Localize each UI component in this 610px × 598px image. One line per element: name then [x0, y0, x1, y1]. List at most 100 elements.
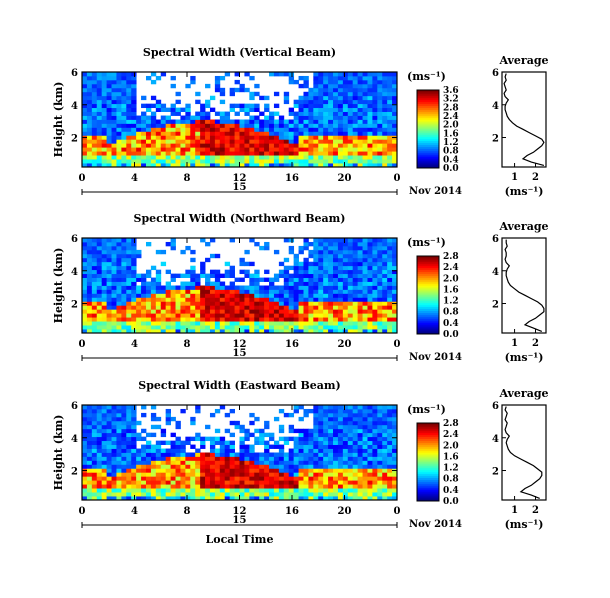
- profile-x-label: (ms⁻¹): [505, 185, 544, 198]
- panel-title: Spectral Width (Eastward Beam): [138, 379, 340, 392]
- profile-y-tick-label: 6: [492, 234, 499, 245]
- y-axis: 2 4 6: [71, 234, 397, 311]
- colorbar-tick-label: 0.0: [443, 330, 459, 340]
- x-axis-label: Local Time: [206, 533, 274, 546]
- profile-title: Average: [498, 220, 548, 233]
- colorbar-tick-label: 0.4: [443, 486, 459, 496]
- panel-title: Spectral Width (Vertical Beam): [143, 46, 336, 59]
- colorbar-tick-label: 2.8: [443, 252, 459, 262]
- colorbar-tick-label: 2.4: [443, 263, 459, 273]
- colorbar-tick-label: 0.8: [443, 475, 459, 485]
- x-tick-label: 0: [394, 339, 401, 350]
- colorbar-tick-label: 0.4: [443, 319, 459, 329]
- colorbar-tick-label: 0.0: [443, 497, 459, 507]
- colorbar-tick-label: 0.0: [443, 164, 459, 174]
- heatmap-cells: [82, 405, 398, 501]
- profile-x-tick-label: 2: [532, 172, 539, 183]
- profile-title: Average: [498, 387, 548, 400]
- y-axis: 2 4 6: [71, 68, 397, 145]
- profile-x-tick-label: 1: [511, 338, 518, 349]
- x-tick-label: 0: [394, 173, 401, 184]
- colorbar-tick-label: 2.8: [443, 419, 459, 429]
- colorbar-tick-label: 1.2: [443, 297, 459, 307]
- colorbar-tick-label: 2.0: [443, 441, 459, 451]
- x-axis: 0 4 8 12 16 20 0: [79, 72, 401, 184]
- panel-title: Spectral Width (Northward Beam): [134, 212, 346, 225]
- y-tick-label: 6: [71, 401, 78, 412]
- colorbar: (ms⁻¹) 0.00.40.81.2 1.62.02.42.8: [407, 403, 459, 507]
- colorbar-tick-label: 2.4: [443, 430, 459, 440]
- colorbar: (ms⁻¹) 0.00.40.81.21.62.02.42.83.23.6: [407, 70, 459, 174]
- profile-line: [503, 73, 545, 166]
- y-tick-label: 2: [71, 467, 78, 478]
- colorbar-unit: (ms⁻¹): [407, 236, 446, 249]
- y-axis-label: Height (km): [52, 248, 65, 324]
- colorbar-tick-label: 1.2: [443, 464, 459, 474]
- colorbar-tick-label: 2.4: [443, 112, 459, 122]
- panel-3: Spectral Width (Eastward Beam)0 4 8 12 16 20 0…: [52, 379, 549, 546]
- x-tick-label: 8: [184, 506, 191, 517]
- x-tick-label: 0: [394, 506, 401, 517]
- profile-line: [504, 406, 543, 499]
- colorbar-tick-label: 0.4: [443, 155, 459, 165]
- colorbar-tick-label: 1.2: [443, 138, 459, 148]
- average-profile: Average 1 2 2 4 6 (ms⁻¹): [492, 220, 549, 364]
- profile-y-tick-label: 6: [492, 68, 499, 79]
- panel-2: Spectral Width (Northward Beam)0 4 8 12 16 20…: [52, 212, 549, 364]
- x-tick-label: 16: [285, 506, 299, 517]
- y-tick-label: 6: [71, 234, 78, 245]
- profile-x-tick-label: 2: [532, 505, 539, 516]
- profile-x-label: (ms⁻¹): [505, 518, 544, 531]
- date-label: Nov 2014: [409, 519, 462, 530]
- profile-y-tick-label: 2: [492, 467, 499, 478]
- x-tick-label: 20: [338, 173, 352, 184]
- x-tick-label: 4: [131, 506, 138, 517]
- x-tick-label: 16: [285, 339, 299, 350]
- colorbar-tick-label: 3.2: [443, 95, 459, 105]
- x-tick-label: 4: [131, 339, 138, 350]
- colorbar-tick-label: 2.0: [443, 274, 459, 284]
- heatmap-cells: [82, 238, 398, 334]
- panel-1: Spectral Width (Vertical Beam)0 4 8 12 16 20 0…: [52, 46, 549, 198]
- colorbar-tick-label: 2.8: [443, 103, 459, 113]
- colorbar-tick-label: 1.6: [443, 285, 459, 295]
- day-label: 15: [233, 348, 247, 359]
- y-tick-label: 4: [71, 101, 78, 112]
- y-tick-label: 6: [71, 68, 78, 79]
- y-tick-label: 2: [71, 300, 78, 311]
- profile-x-tick-label: 2: [532, 338, 539, 349]
- x-tick-label: 20: [338, 339, 352, 350]
- x-tick-label: 0: [79, 339, 86, 350]
- y-axis-label: Height (km): [52, 415, 65, 491]
- profile-y-tick-label: 4: [492, 267, 499, 278]
- profile-line: [504, 239, 545, 332]
- profile-x-tick-label: 1: [511, 505, 518, 516]
- colorbar-unit: (ms⁻¹): [407, 403, 446, 416]
- y-tick-label: 4: [71, 267, 78, 278]
- colorbar: (ms⁻¹) 0.00.40.81.2 1.62.02.42.8: [407, 236, 459, 340]
- y-axis-label: Height (km): [52, 82, 65, 158]
- x-tick-label: 0: [79, 173, 86, 184]
- x-axis: 0 4 8 12 16 20 0: [79, 405, 401, 517]
- profile-title: Average: [498, 54, 548, 67]
- y-tick-label: 4: [71, 434, 78, 445]
- profile-x-label: (ms⁻¹): [505, 351, 544, 364]
- date-label: Nov 2014: [409, 352, 462, 363]
- x-tick-label: 8: [184, 339, 191, 350]
- y-tick-label: 2: [71, 134, 78, 145]
- colorbar-unit: (ms⁻¹): [407, 70, 446, 83]
- colorbar-tick-label: 1.6: [443, 452, 459, 462]
- profile-y-tick-label: 2: [492, 134, 499, 145]
- x-tick-label: 20: [338, 506, 352, 517]
- y-axis: 2 4 6: [71, 401, 397, 478]
- colorbar-tick-label: 0.8: [443, 308, 459, 318]
- x-tick-label: 0: [79, 506, 86, 517]
- x-tick-label: 8: [184, 173, 191, 184]
- profile-y-tick-label: 4: [492, 434, 499, 445]
- average-profile: Average 1 2 2 4 6 (ms⁻¹): [492, 54, 549, 198]
- x-axis: 0 4 8 12 16 20 0: [79, 238, 401, 350]
- heatmap-cells: [82, 72, 398, 168]
- x-tick-label: 12: [233, 339, 247, 350]
- profile-y-tick-label: 6: [492, 401, 499, 412]
